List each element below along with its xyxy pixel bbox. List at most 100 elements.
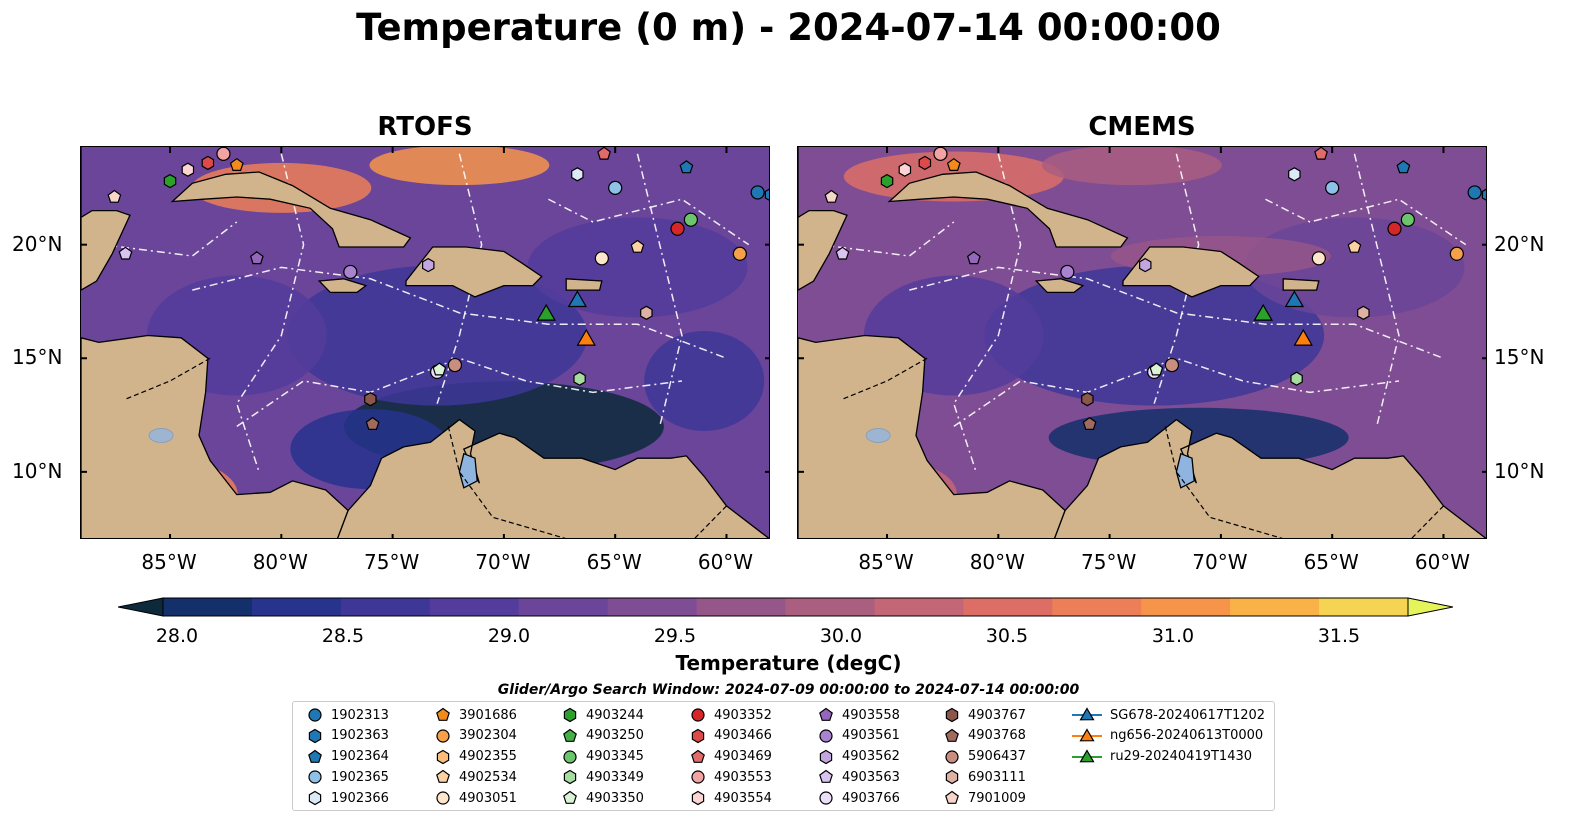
glider-ru29[interactable] bbox=[536, 303, 556, 321]
legend-item: 3902304 bbox=[435, 726, 517, 746]
lon-tick-label: 75°W bbox=[363, 550, 420, 574]
glider-sg678[interactable] bbox=[567, 290, 588, 308]
argo-float-4903352[interactable] bbox=[670, 221, 685, 236]
legend-label: 4903244 bbox=[586, 707, 644, 723]
map-panel-rtofs[interactable] bbox=[80, 146, 770, 539]
pentagon-marker-icon bbox=[691, 749, 705, 763]
land-cuba bbox=[170, 171, 412, 248]
glider-ru29[interactable] bbox=[1253, 303, 1273, 321]
lat-tick-label-left: 20°N bbox=[12, 231, 63, 256]
argo-float-4903350[interactable] bbox=[1149, 362, 1164, 376]
colorbar-tick-label: 30.0 bbox=[819, 625, 863, 647]
argo-float-4903553[interactable] bbox=[933, 147, 948, 161]
land-mexico bbox=[798, 147, 848, 291]
legend-label: 4903766 bbox=[842, 790, 900, 806]
argo-float-1902313[interactable] bbox=[1467, 185, 1482, 200]
argo-float-4903558[interactable] bbox=[249, 251, 264, 265]
argo-float-4902534[interactable] bbox=[630, 239, 645, 253]
argo-float-4903244[interactable] bbox=[880, 173, 894, 189]
argo-float-4903563[interactable] bbox=[118, 246, 133, 260]
argo-float-1902366[interactable] bbox=[571, 167, 584, 182]
glider-ng656[interactable] bbox=[576, 328, 596, 346]
legend-item: 4903561 bbox=[818, 726, 900, 746]
argo-float-1902365[interactable] bbox=[1325, 180, 1340, 195]
argo-float-7901009[interactable] bbox=[824, 189, 839, 203]
colorbar-segment bbox=[1319, 598, 1409, 616]
lon-tick-label: 85°W bbox=[141, 550, 197, 574]
argo-float-1902363[interactable] bbox=[1481, 188, 1487, 201]
argo-float-4903562[interactable] bbox=[422, 257, 435, 273]
legend-label: 4903349 bbox=[586, 769, 644, 785]
legend-label: ng656-20240613T0000 bbox=[1110, 728, 1264, 744]
argo-float-4903466[interactable] bbox=[918, 155, 932, 171]
argo-float-4903768[interactable] bbox=[365, 416, 380, 430]
panel-title-cmems: CMEMS bbox=[1088, 112, 1196, 142]
argo-float-4903345[interactable] bbox=[1400, 212, 1415, 227]
map-panel-cmems[interactable] bbox=[797, 146, 1487, 539]
legend-label: 4903553 bbox=[714, 769, 772, 785]
argo-float-4903558[interactable] bbox=[966, 251, 981, 265]
argo-float-1902365[interactable] bbox=[608, 180, 623, 195]
argo-float-4903051[interactable] bbox=[594, 251, 609, 266]
colorbar-segment bbox=[874, 598, 964, 616]
legend-item: 1902313 bbox=[307, 705, 389, 725]
legend-item: 4903250 bbox=[562, 726, 644, 746]
argo-float-4903349[interactable] bbox=[573, 371, 586, 386]
argo-float-4903349[interactable] bbox=[1290, 371, 1303, 386]
legend-label: 4902534 bbox=[459, 769, 517, 785]
legend-label: 3901686 bbox=[459, 707, 517, 723]
pentagon-marker-icon bbox=[308, 749, 322, 763]
argo-float-7901009[interactable] bbox=[107, 189, 122, 203]
legend-label: 4903554 bbox=[714, 790, 772, 806]
argo-float-4903767[interactable] bbox=[364, 392, 377, 407]
legend-item: 1902363 bbox=[307, 726, 389, 746]
argo-float-1902364[interactable] bbox=[1396, 160, 1411, 174]
argo-float-4903051[interactable] bbox=[1311, 251, 1326, 266]
argo-float-1902363[interactable] bbox=[764, 188, 770, 201]
argo-float-4903469[interactable] bbox=[597, 147, 611, 160]
argo-float-3902304[interactable] bbox=[1449, 246, 1464, 261]
legend-item: 4903767 bbox=[944, 705, 1026, 725]
argo-float-4903563[interactable] bbox=[835, 246, 850, 260]
argo-float-4903345[interactable] bbox=[683, 212, 698, 227]
colorbar-segment bbox=[1141, 598, 1231, 616]
argo-float-6903111[interactable] bbox=[640, 305, 653, 320]
argo-float-4903352[interactable] bbox=[1387, 221, 1402, 236]
argo-float-4903554[interactable] bbox=[181, 162, 195, 177]
argo-float-4903469[interactable] bbox=[1314, 147, 1328, 160]
land-southAm bbox=[1054, 418, 1486, 538]
argo-float-4903244[interactable] bbox=[163, 173, 177, 189]
glider-sg678[interactable] bbox=[1284, 290, 1305, 308]
argo-float-3901686[interactable] bbox=[946, 157, 961, 171]
land-hispaniola bbox=[1122, 246, 1260, 298]
legend-label: 1902364 bbox=[331, 749, 389, 765]
argo-float-4903561[interactable] bbox=[1060, 264, 1075, 280]
argo-float-1902313[interactable] bbox=[750, 185, 765, 200]
argo-float-4903767[interactable] bbox=[1081, 392, 1094, 407]
lon-tick-label: 70°W bbox=[475, 550, 531, 574]
colorbar-segment bbox=[696, 598, 786, 616]
argo-float-4903768[interactable] bbox=[1082, 416, 1097, 430]
lon-tick-label: 60°W bbox=[697, 550, 754, 574]
argo-float-5906437[interactable] bbox=[1164, 357, 1180, 373]
argo-float-4903554[interactable] bbox=[898, 162, 912, 177]
circle-marker-icon bbox=[819, 791, 833, 805]
legend-item: 4902534 bbox=[435, 767, 517, 787]
argo-float-4903466[interactable] bbox=[201, 155, 215, 171]
argo-float-3901686[interactable] bbox=[229, 157, 244, 171]
legend-item: ng656-20240613T0000 bbox=[1072, 726, 1263, 746]
argo-float-4903553[interactable] bbox=[216, 147, 231, 161]
legend-item: 1902364 bbox=[307, 747, 389, 767]
argo-float-4902534[interactable] bbox=[1347, 239, 1362, 253]
argo-float-5906437[interactable] bbox=[447, 357, 463, 373]
argo-float-1902364[interactable] bbox=[679, 160, 694, 174]
circle-marker-icon bbox=[436, 791, 450, 805]
legend-item: 5906437 bbox=[944, 747, 1026, 767]
argo-float-6903111[interactable] bbox=[1357, 305, 1370, 320]
argo-float-4903562[interactable] bbox=[1139, 257, 1152, 273]
glider-ng656[interactable] bbox=[1293, 328, 1313, 346]
argo-float-4903350[interactable] bbox=[432, 362, 447, 376]
argo-float-3902304[interactable] bbox=[732, 246, 747, 261]
argo-float-4903561[interactable] bbox=[343, 264, 358, 280]
argo-float-1902366[interactable] bbox=[1288, 167, 1301, 182]
